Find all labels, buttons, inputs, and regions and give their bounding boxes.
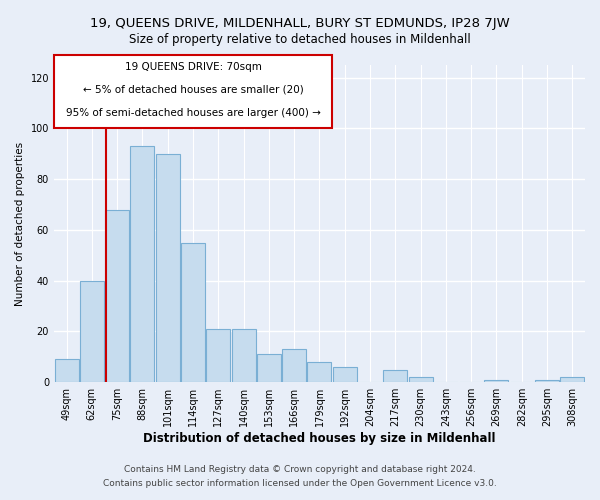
X-axis label: Distribution of detached houses by size in Mildenhall: Distribution of detached houses by size …: [143, 432, 496, 445]
Bar: [105, 210, 129, 382]
Bar: [232, 329, 256, 382]
Bar: [55, 360, 79, 382]
Y-axis label: Number of detached properties: Number of detached properties: [15, 142, 25, 306]
Text: 19, QUEENS DRIVE, MILDENHALL, BURY ST EDMUNDS, IP28 7JW: 19, QUEENS DRIVE, MILDENHALL, BURY ST ED…: [90, 18, 510, 30]
Text: Contains HM Land Registry data © Crown copyright and database right 2024.
Contai: Contains HM Land Registry data © Crown c…: [103, 466, 497, 487]
Text: 19 QUEENS DRIVE: 70sqm: 19 QUEENS DRIVE: 70sqm: [125, 62, 262, 72]
Bar: [383, 370, 407, 382]
Text: Size of property relative to detached houses in Mildenhall: Size of property relative to detached ho…: [129, 32, 471, 46]
Bar: [181, 242, 205, 382]
Bar: [409, 377, 433, 382]
Text: ← 5% of detached houses are smaller (20): ← 5% of detached houses are smaller (20): [83, 85, 304, 95]
Bar: [206, 329, 230, 382]
Bar: [156, 154, 180, 382]
Text: 95% of semi-detached houses are larger (400) →: 95% of semi-detached houses are larger (…: [65, 108, 320, 118]
Bar: [484, 380, 508, 382]
Bar: [560, 377, 584, 382]
Bar: [257, 354, 281, 382]
Bar: [130, 146, 154, 382]
Bar: [282, 349, 306, 382]
Bar: [307, 362, 331, 382]
Bar: [535, 380, 559, 382]
Bar: [80, 280, 104, 382]
Bar: [333, 367, 357, 382]
